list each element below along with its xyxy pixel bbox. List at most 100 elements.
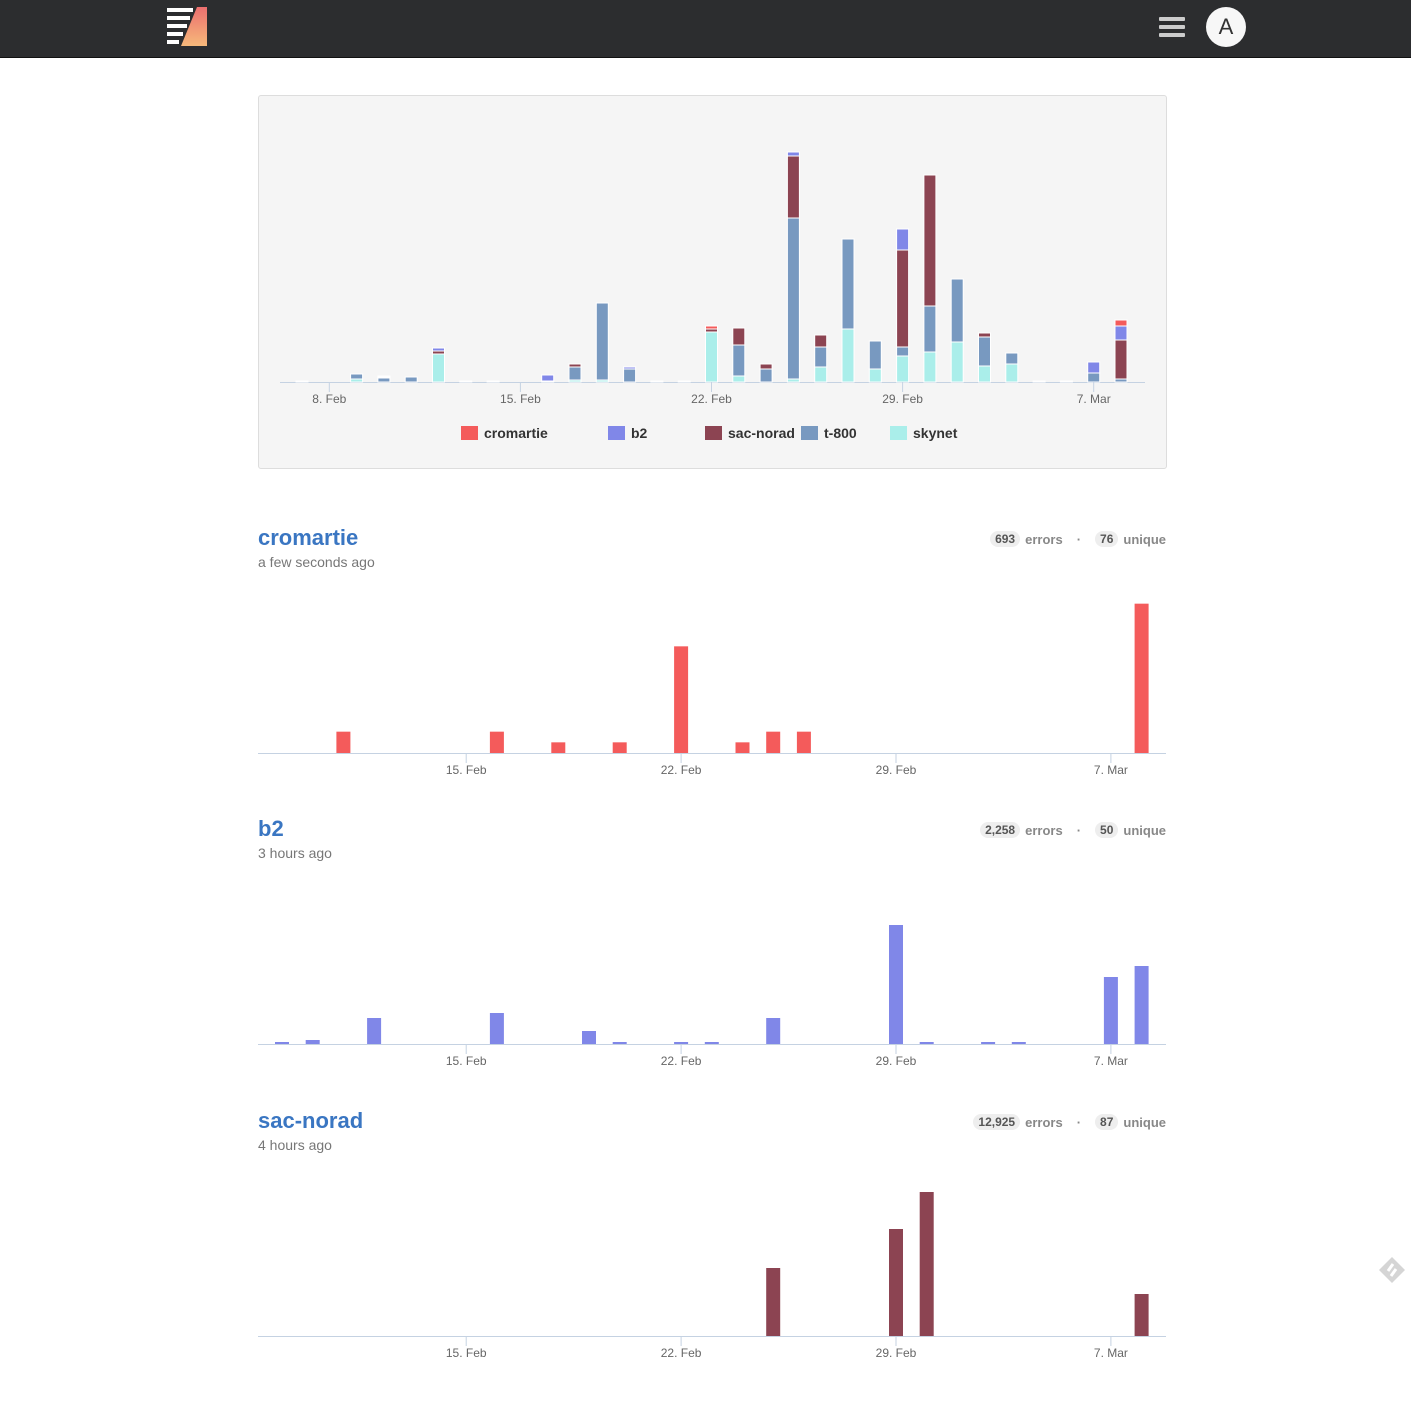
bar bbox=[612, 1042, 627, 1044]
project-title[interactable]: sac-norad bbox=[258, 1108, 364, 1133]
project-stats: 2,258 errors · 50 unique bbox=[980, 822, 1166, 838]
bar bbox=[889, 1229, 903, 1336]
project-title[interactable]: b2 bbox=[258, 816, 284, 841]
bar-segment-t-800 bbox=[404, 376, 418, 383]
bar-segment-sac-norad bbox=[923, 174, 937, 307]
legend-swatch-icon bbox=[461, 426, 478, 440]
bar-segment-skynet bbox=[1032, 380, 1046, 383]
feedback-widget-icon[interactable] bbox=[1378, 1256, 1406, 1284]
bar-segment-skynet bbox=[868, 368, 882, 383]
bar-segment-cromartie bbox=[377, 375, 391, 378]
bar-segment-t-800 bbox=[377, 377, 391, 383]
x-tick-label: 29. Feb bbox=[876, 763, 917, 777]
overview-chart-panel: 8. Feb 15. Feb 22. Feb 29. Feb 7. Mar cromar… bbox=[258, 95, 1167, 469]
bar bbox=[275, 1042, 289, 1044]
bar-segment-skynet bbox=[650, 380, 664, 383]
bar bbox=[305, 1040, 320, 1044]
project-stats: 693 errors · 76 unique bbox=[990, 531, 1166, 547]
bar bbox=[674, 1042, 689, 1044]
last-seen: 3 hours ago bbox=[258, 845, 332, 861]
bar-segment-t-800 bbox=[568, 366, 582, 381]
unique-label: unique bbox=[1123, 822, 1166, 838]
project-bar-chart: 15. Feb 22. Feb 29. Feb 7. Mar bbox=[258, 925, 1166, 1068]
bar bbox=[489, 1013, 504, 1044]
x-tick-label: 15. Feb bbox=[446, 763, 487, 777]
x-tick-label: 7. Mar bbox=[1077, 392, 1111, 406]
bar-segment-b2 bbox=[623, 366, 637, 370]
x-tick-label: 29. Feb bbox=[876, 1346, 917, 1360]
bar bbox=[919, 1192, 934, 1336]
legend-item-sac-norad[interactable]: sac-norad bbox=[705, 425, 795, 441]
bar-segment-t-800 bbox=[623, 368, 637, 383]
x-tick-label: 22. Feb bbox=[691, 392, 732, 406]
unique-count-badge: 87 bbox=[1095, 1114, 1119, 1130]
bar-segment-t-800 bbox=[595, 302, 609, 381]
legend-item-b2[interactable]: b2 bbox=[608, 425, 647, 441]
bar-segment-b2 bbox=[896, 228, 910, 251]
bar bbox=[735, 742, 750, 753]
bar-segment-skynet bbox=[1059, 380, 1073, 383]
bar bbox=[796, 731, 811, 753]
bar-segment-t-800 bbox=[1005, 352, 1019, 365]
x-tick-label: 15. Feb bbox=[500, 392, 541, 406]
legend-item-t-800[interactable]: t-800 bbox=[801, 425, 857, 441]
bar-segment-skynet bbox=[486, 380, 500, 383]
separator: · bbox=[1076, 1114, 1082, 1130]
last-seen: a few seconds ago bbox=[258, 554, 375, 570]
legend-label: b2 bbox=[631, 425, 648, 441]
bar-segment-sac-norad bbox=[786, 155, 800, 219]
bar-segment-sac-norad bbox=[814, 334, 828, 348]
legend-label: sac-norad bbox=[728, 425, 795, 441]
overview-stacked-bar-chart: 8. Feb 15. Feb 22. Feb 29. Feb 7. Mar bbox=[280, 151, 1145, 406]
bar bbox=[1134, 603, 1149, 753]
bar-segment-skynet bbox=[677, 380, 691, 383]
bar bbox=[551, 742, 566, 753]
x-tick-label: 22. Feb bbox=[661, 763, 702, 777]
bar-segment-skynet bbox=[841, 328, 855, 383]
project-title[interactable]: cromartie bbox=[258, 525, 359, 550]
legend-swatch-icon bbox=[705, 426, 722, 440]
errors-count-badge: 12,925 bbox=[973, 1114, 1021, 1130]
project-bar-chart: 15. Feb 22. Feb 29. Feb 7. Mar bbox=[258, 1192, 1166, 1360]
legend-item-skynet[interactable]: skynet bbox=[890, 425, 957, 441]
app-logo[interactable] bbox=[167, 7, 208, 47]
errors-count-badge: 693 bbox=[990, 531, 1021, 547]
bar-segment-sac-norad bbox=[1114, 339, 1128, 380]
legend-label: skynet bbox=[913, 425, 958, 441]
bar bbox=[336, 731, 351, 753]
errors-label: errors bbox=[1025, 1114, 1063, 1130]
legend-swatch-icon bbox=[608, 426, 625, 440]
x-tick-label: 22. Feb bbox=[661, 1346, 702, 1360]
x-tick-label: 29. Feb bbox=[876, 1054, 917, 1068]
bar-segment-cromartie bbox=[1114, 319, 1128, 327]
bar-segment-skynet bbox=[705, 331, 718, 383]
x-tick-label: 15. Feb bbox=[446, 1346, 487, 1360]
bar-segment-skynet bbox=[432, 353, 445, 383]
bar-segment-cromartie bbox=[705, 325, 718, 330]
x-tick-label: 7. Mar bbox=[1094, 763, 1128, 777]
bar-segment-t-800 bbox=[759, 368, 773, 383]
bar bbox=[766, 731, 781, 753]
bar-segment-skynet bbox=[295, 380, 309, 383]
bar-segment-t-800 bbox=[1087, 372, 1101, 383]
bar-segment-t-800 bbox=[868, 340, 882, 370]
bar-segment-sac-norad bbox=[759, 363, 773, 370]
x-tick-label: 29. Feb bbox=[882, 392, 923, 406]
menu-icon[interactable] bbox=[1159, 17, 1185, 39]
legend-item-cromartie[interactable]: cromartie bbox=[461, 425, 548, 441]
bar bbox=[889, 925, 903, 1044]
bar-segment-skynet bbox=[950, 341, 964, 383]
legend-label: cromartie bbox=[484, 425, 548, 441]
avatar[interactable]: A bbox=[1206, 7, 1246, 47]
bar-segment-skynet bbox=[1005, 363, 1019, 383]
bar-segment-b2 bbox=[432, 347, 445, 352]
project-stats: 12,925 errors · 87 unique bbox=[973, 1114, 1166, 1130]
bar bbox=[1134, 1294, 1149, 1336]
bar bbox=[919, 1042, 934, 1044]
bar-segment-t-800 bbox=[950, 278, 964, 343]
bar-segment-b2 bbox=[541, 374, 555, 382]
unique-count-badge: 76 bbox=[1095, 531, 1119, 547]
unique-label: unique bbox=[1123, 1114, 1166, 1130]
x-tick-label: 22. Feb bbox=[661, 1054, 702, 1068]
bar-segment-b2 bbox=[1087, 361, 1101, 374]
